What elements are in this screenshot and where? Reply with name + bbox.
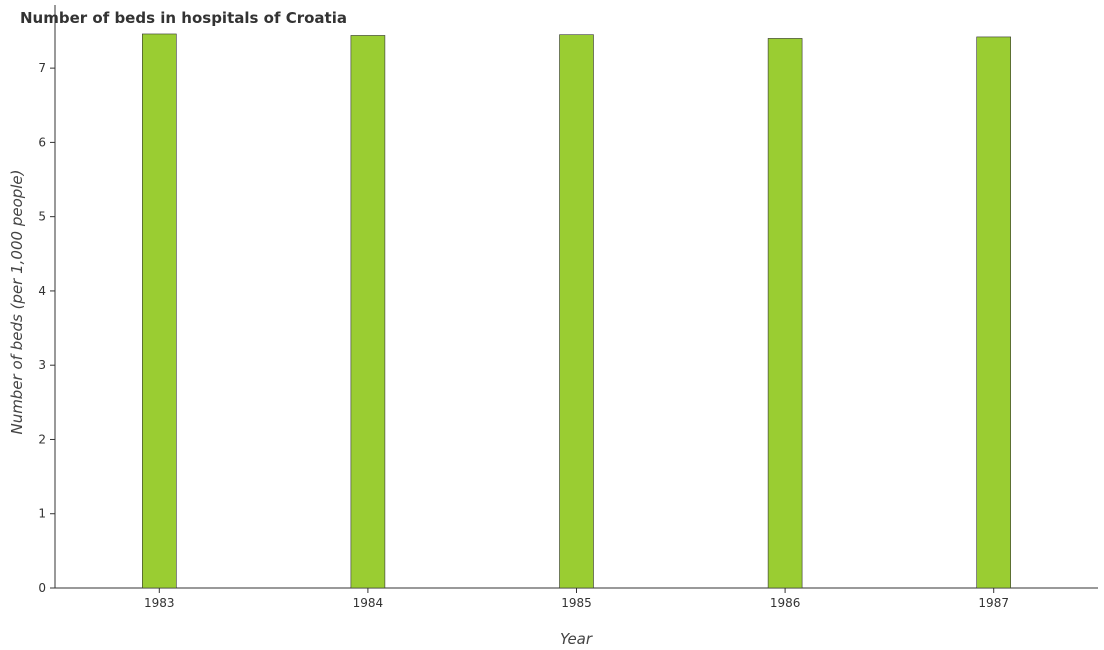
x-axis-label: Year	[560, 630, 593, 648]
x-tick-label: 1984	[353, 596, 384, 610]
y-axis-label: Number of beds (per 1,000 people)	[8, 169, 26, 434]
bar-1984	[350, 35, 386, 589]
y-tick-label: 7	[38, 61, 46, 75]
chart-title: Number of beds in hospitals of Croatia	[20, 9, 347, 27]
bar-1983	[142, 33, 177, 589]
y-tick-label: 6	[38, 135, 46, 149]
y-tick-label: 0	[38, 581, 46, 595]
x-tick-label: 1985	[561, 596, 592, 610]
x-tick-label: 1987	[978, 596, 1009, 610]
y-tick-label: 1	[38, 507, 46, 521]
bar-1987	[976, 36, 1012, 589]
x-tick-label: 1983	[144, 596, 175, 610]
plot-area: 0 1 2 3 4 5 6 7 1983 1984 1985 1986 1987	[38, 5, 1098, 610]
bar-1986	[767, 38, 803, 589]
y-tick-label: 4	[38, 284, 46, 298]
y-tick-label: 2	[38, 432, 46, 446]
x-tick-label: 1986	[770, 596, 801, 610]
bar-1985	[559, 34, 594, 589]
y-tick-label: 5	[38, 210, 46, 224]
y-tick-label: 3	[38, 358, 46, 372]
